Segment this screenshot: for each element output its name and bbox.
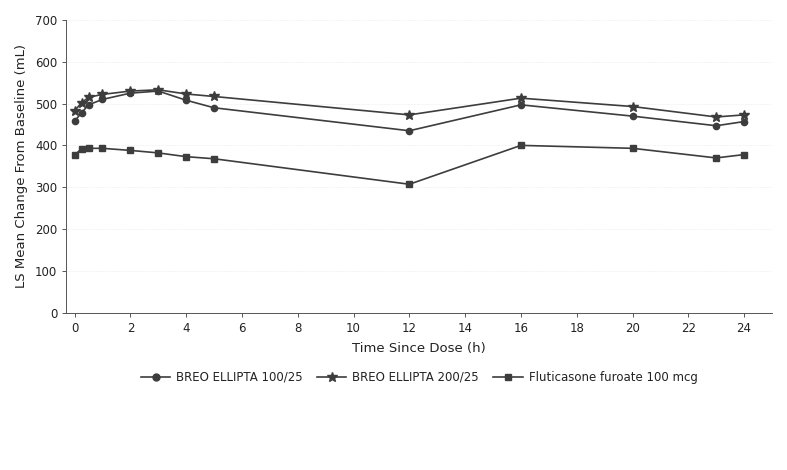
Line: BREO ELLIPTA 100/25: BREO ELLIPTA 100/25	[72, 88, 747, 134]
BREO ELLIPTA 200/25	[70, 108, 79, 114]
BREO ELLIPTA 200/25	[98, 92, 107, 97]
Fluticasone furoate 100 mcg	[77, 146, 87, 151]
Fluticasone furoate 100 mcg	[126, 148, 135, 153]
BREO ELLIPTA 200/25	[711, 114, 721, 120]
Fluticasone furoate 100 mcg	[628, 146, 637, 151]
BREO ELLIPTA 200/25	[405, 112, 414, 118]
BREO ELLIPTA 200/25	[153, 87, 163, 93]
BREO ELLIPTA 200/25	[77, 100, 87, 106]
BREO ELLIPTA 100/25	[516, 102, 526, 108]
BREO ELLIPTA 100/25	[126, 90, 135, 96]
BREO ELLIPTA 100/25	[98, 97, 107, 102]
Fluticasone furoate 100 mcg	[405, 181, 414, 187]
Fluticasone furoate 100 mcg	[98, 146, 107, 151]
Fluticasone furoate 100 mcg	[739, 152, 748, 157]
BREO ELLIPTA 100/25	[77, 110, 87, 116]
Y-axis label: LS Mean Change From Baseline (mL): LS Mean Change From Baseline (mL)	[15, 44, 28, 288]
X-axis label: Time Since Dose (h): Time Since Dose (h)	[353, 342, 486, 354]
BREO ELLIPTA 100/25	[84, 102, 94, 108]
BREO ELLIPTA 100/25	[739, 119, 748, 125]
BREO ELLIPTA 100/25	[628, 113, 637, 119]
Line: Fluticasone furoate 100 mcg: Fluticasone furoate 100 mcg	[72, 142, 747, 188]
Fluticasone furoate 100 mcg	[70, 152, 79, 158]
BREO ELLIPTA 100/25	[153, 88, 163, 94]
BREO ELLIPTA 200/25	[209, 94, 219, 99]
Fluticasone furoate 100 mcg	[209, 156, 219, 162]
Fluticasone furoate 100 mcg	[153, 150, 163, 156]
Fluticasone furoate 100 mcg	[182, 154, 191, 159]
BREO ELLIPTA 200/25	[739, 112, 748, 118]
Legend: BREO ELLIPTA 100/25, BREO ELLIPTA 200/25, Fluticasone furoate 100 mcg: BREO ELLIPTA 100/25, BREO ELLIPTA 200/25…	[136, 366, 702, 389]
BREO ELLIPTA 200/25	[182, 91, 191, 97]
BREO ELLIPTA 200/25	[126, 88, 135, 94]
Fluticasone furoate 100 mcg	[84, 146, 94, 151]
BREO ELLIPTA 100/25	[405, 128, 414, 133]
BREO ELLIPTA 200/25	[516, 95, 526, 101]
BREO ELLIPTA 100/25	[209, 105, 219, 110]
BREO ELLIPTA 100/25	[70, 118, 79, 124]
Line: BREO ELLIPTA 200/25: BREO ELLIPTA 200/25	[70, 85, 749, 122]
BREO ELLIPTA 100/25	[711, 123, 721, 129]
Fluticasone furoate 100 mcg	[711, 155, 721, 161]
BREO ELLIPTA 100/25	[182, 97, 191, 103]
BREO ELLIPTA 200/25	[628, 104, 637, 110]
BREO ELLIPTA 200/25	[84, 94, 94, 100]
Fluticasone furoate 100 mcg	[516, 142, 526, 148]
